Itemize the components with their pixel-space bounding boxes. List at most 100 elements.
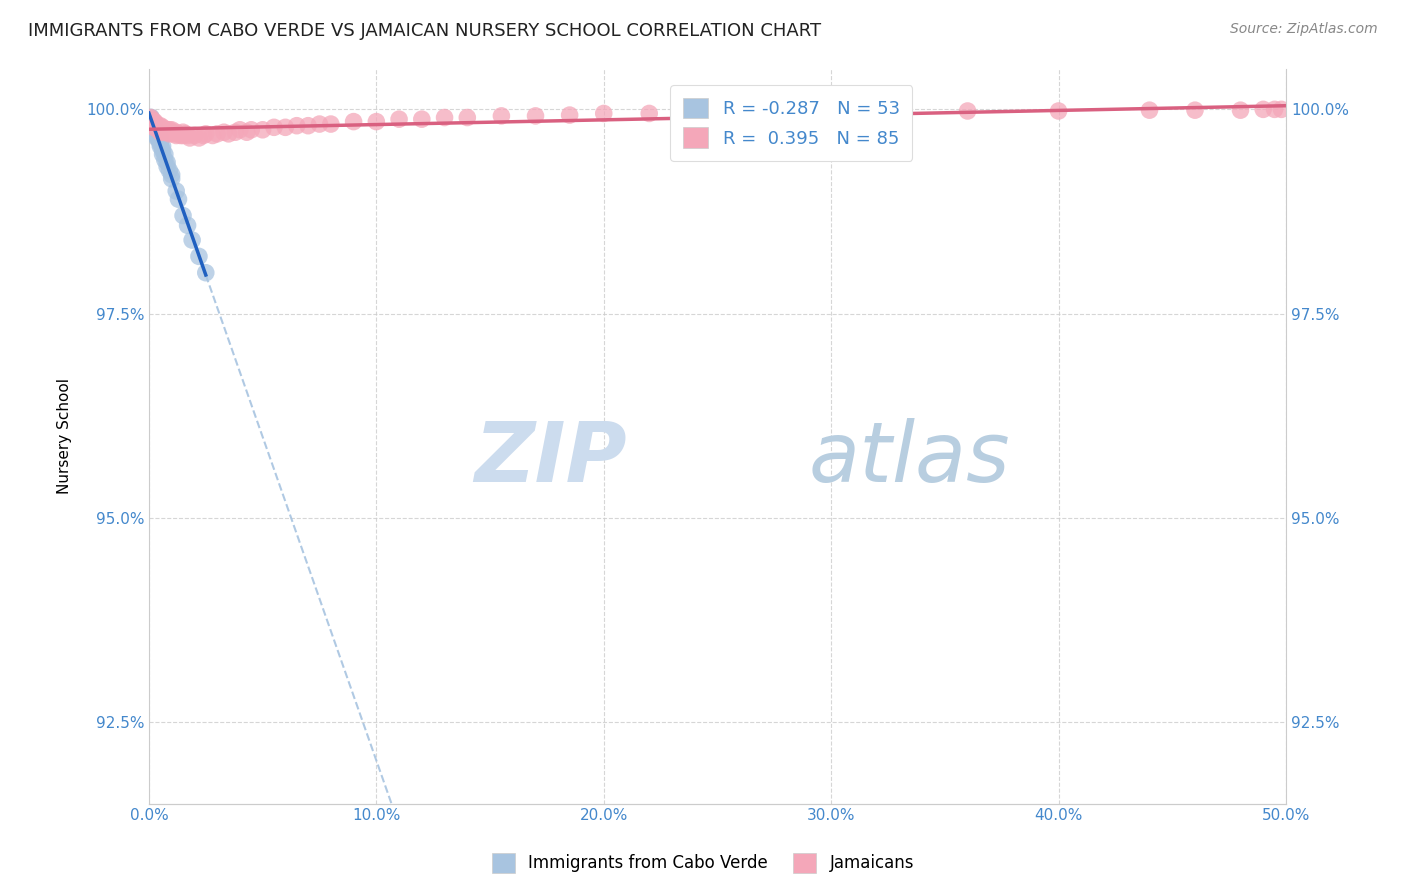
Point (188, 249, 211, 263)
Point (160, 125, 183, 139)
Point (142, 119, 165, 133)
Text: Source: ZipAtlas.com: Source: ZipAtlas.com (1230, 22, 1378, 37)
Point (956, 103, 979, 118)
Point (141, 122, 163, 136)
Point (366, 114, 388, 128)
Point (342, 114, 364, 128)
Point (308, 117, 330, 131)
Point (1139, 103, 1161, 118)
Point (172, 209, 194, 223)
Point (456, 111, 478, 125)
Point (141, 114, 163, 128)
Point (146, 128, 169, 143)
Point (205, 127, 228, 141)
Point (170, 128, 193, 143)
Point (263, 120, 285, 135)
Point (153, 153, 176, 167)
Point (146, 127, 169, 141)
Point (174, 127, 197, 141)
Point (153, 122, 176, 136)
Point (143, 122, 166, 136)
Point (146, 131, 169, 145)
Point (149, 131, 172, 145)
Point (149, 122, 172, 136)
Point (145, 127, 167, 141)
Point (212, 125, 235, 139)
Text: IMMIGRANTS FROM CABO VERDE VS JAMAICAN NURSERY SCHOOL CORRELATION CHART: IMMIGRANTS FROM CABO VERDE VS JAMAICAN N… (28, 22, 821, 40)
Point (1184, 103, 1206, 118)
Point (165, 184, 187, 198)
Point (157, 127, 180, 141)
Point (142, 122, 165, 136)
Point (194, 127, 217, 141)
Point (285, 119, 308, 133)
Point (240, 122, 263, 136)
Point (146, 131, 169, 145)
Point (139, 111, 162, 125)
Point (141, 119, 163, 133)
Point (146, 120, 169, 135)
Point (139, 114, 162, 128)
Point (152, 120, 174, 135)
Point (160, 122, 183, 136)
Point (156, 155, 179, 169)
Point (156, 160, 179, 174)
Point (141, 112, 163, 127)
Point (143, 122, 166, 136)
Legend: R = -0.287   N = 53, R =  0.395   N = 85: R = -0.287 N = 53, R = 0.395 N = 85 (671, 85, 912, 161)
Point (274, 120, 297, 135)
Point (146, 131, 169, 145)
Point (163, 127, 186, 141)
Point (181, 233, 204, 247)
Point (224, 125, 246, 139)
Point (141, 114, 163, 128)
Point (229, 122, 252, 136)
Point (156, 122, 179, 136)
Point (558, 108, 581, 122)
Legend: Immigrants from Cabo Verde, Jamaicans: Immigrants from Cabo Verde, Jamaicans (485, 847, 921, 880)
Point (153, 147, 176, 161)
Point (141, 114, 163, 128)
Point (188, 131, 211, 145)
Point (160, 171, 183, 186)
Point (157, 163, 180, 178)
Point (142, 119, 165, 133)
Point (139, 111, 162, 125)
Point (167, 127, 190, 141)
Point (152, 122, 174, 136)
Point (142, 117, 165, 131)
Point (142, 119, 165, 133)
Point (1264, 103, 1286, 117)
Point (176, 219, 198, 233)
Point (145, 127, 167, 141)
Point (142, 114, 165, 128)
Point (142, 114, 165, 128)
Point (142, 120, 165, 135)
Point (706, 106, 728, 120)
Point (235, 125, 257, 139)
Point (141, 119, 163, 133)
Point (1270, 103, 1292, 117)
Point (141, 122, 163, 136)
Point (165, 125, 187, 139)
Point (142, 119, 165, 133)
Point (145, 122, 167, 136)
Point (146, 122, 169, 136)
Point (1251, 103, 1274, 117)
Point (139, 114, 162, 128)
Point (157, 122, 180, 136)
Point (141, 117, 163, 131)
Point (149, 136, 172, 151)
Point (141, 114, 163, 128)
Point (1047, 103, 1070, 118)
Point (160, 168, 183, 182)
Point (146, 127, 169, 141)
Point (165, 128, 187, 143)
Point (491, 109, 513, 123)
Point (183, 128, 205, 143)
Point (152, 139, 174, 153)
Text: atlas: atlas (808, 417, 1010, 499)
Point (142, 122, 165, 136)
Point (193, 128, 215, 143)
Point (638, 106, 661, 120)
